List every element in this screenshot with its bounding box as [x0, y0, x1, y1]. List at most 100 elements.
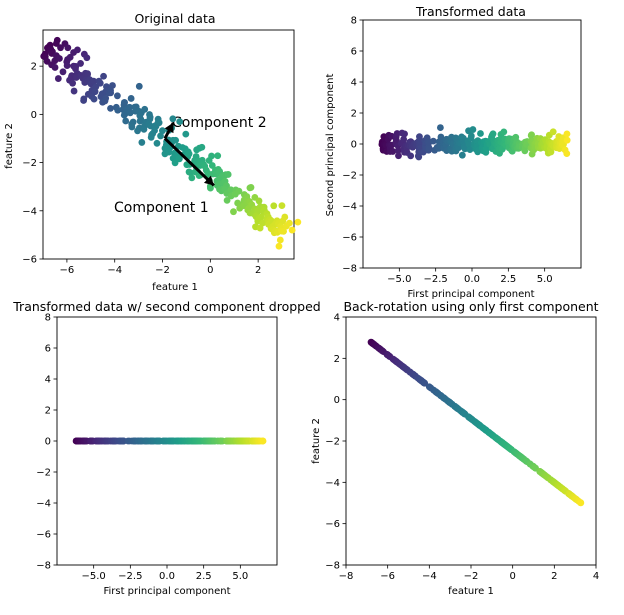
data-point	[230, 208, 237, 216]
panel2-xtick-label: 2.5	[500, 274, 516, 285]
panel2-points	[378, 124, 571, 161]
data-point	[547, 148, 555, 156]
data-point	[140, 125, 148, 133]
panel2-ytick-label: 4	[351, 78, 357, 89]
data-point	[563, 130, 571, 138]
data-point	[90, 77, 98, 85]
panel2-ytick-label: 2	[351, 109, 357, 120]
panel1-ytick-label: 2	[31, 62, 37, 73]
data-point	[169, 115, 177, 123]
panel3-ytick-label: 4	[45, 375, 51, 386]
panel2-ytick-label: −2	[342, 171, 357, 182]
data-point	[51, 64, 59, 71]
panel1-xlabel: feature 1	[152, 282, 198, 293]
panel4-ytick-label: −6	[325, 519, 340, 530]
panel1-annotation-component-1: Component 1	[114, 200, 209, 216]
panel1-points	[40, 36, 302, 250]
panel1-axes: −6 −4 −2 0 2 −6 −4 −2 0 2	[22, 29, 295, 276]
data-point	[255, 197, 263, 205]
data-point	[153, 139, 161, 147]
data-point	[63, 62, 71, 70]
data-point	[247, 184, 255, 191]
panel2-ylabel: Second principal component	[325, 74, 336, 217]
panel2-xtick-label: 5.0	[537, 274, 553, 285]
component-1-arrow	[163, 137, 215, 187]
panel2-ytick-label: 6	[351, 47, 357, 58]
data-point	[56, 55, 63, 62]
component-1-arrowhead	[203, 175, 214, 186]
panel4-xtick-label: 4	[593, 571, 599, 582]
data-point	[563, 136, 571, 144]
data-point	[120, 111, 128, 119]
data-point	[415, 153, 423, 161]
panel3-axes: −5.0 −2.5 0.0 2.5 5.0 −8 −6 −4 −2 0 2 4 6 8	[36, 313, 278, 582]
panel4-xtick-label: −4	[422, 571, 437, 582]
data-point	[64, 44, 72, 52]
data-point	[126, 109, 134, 117]
panel3-xtick-label: 5.0	[232, 571, 248, 582]
data-point	[256, 224, 264, 232]
data-point	[421, 379, 429, 387]
panel3-xlabel: First principal component	[103, 586, 230, 597]
data-point	[126, 103, 133, 111]
data-point	[54, 75, 62, 82]
panel4-axes: −8 −6 −4 −2 0 2 4 −8 −6 −4 −2 0 2 4	[325, 313, 599, 583]
panel2-xtick-label: −2.5	[424, 274, 448, 285]
data-point	[96, 79, 104, 87]
panel2-xtick-label: −5.0	[387, 274, 411, 285]
panel1-ytick-label: −2	[22, 158, 37, 169]
data-point	[69, 79, 77, 87]
data-point	[136, 117, 144, 125]
panel4-xtick-label: −6	[380, 571, 395, 582]
data-point	[107, 89, 115, 97]
panel1-ylabel: feature 2	[4, 123, 15, 169]
data-point	[90, 95, 98, 103]
data-point	[577, 499, 585, 507]
panel1-ytick-label: −6	[22, 255, 37, 266]
data-point	[227, 186, 235, 194]
data-point	[114, 106, 122, 114]
data-point	[91, 88, 99, 96]
panel1-ytick-label: 0	[31, 110, 37, 121]
panel3-ytick-label: −4	[36, 499, 51, 510]
data-point	[394, 147, 402, 154]
panel2-xlabel: First principal component	[407, 289, 534, 300]
panel3-ytick-label: −2	[36, 468, 51, 479]
panel3-title: Transformed data w/ second component dro…	[12, 299, 321, 314]
data-point	[159, 127, 166, 135]
panel2-ytick-label: −4	[342, 202, 357, 213]
data-point	[138, 139, 146, 146]
panel2-title: Transformed data	[415, 4, 526, 19]
data-point	[83, 54, 91, 62]
panel4-xtick-label: 2	[551, 571, 557, 582]
data-point	[279, 217, 287, 225]
data-point	[477, 130, 484, 137]
data-point	[74, 46, 81, 54]
panel4-ytick-label: −8	[325, 561, 340, 572]
data-point	[59, 68, 67, 76]
data-point	[489, 130, 497, 138]
data-point	[469, 126, 477, 133]
data-point	[70, 87, 78, 95]
data-point	[401, 130, 408, 138]
data-point	[436, 124, 444, 131]
data-point	[270, 202, 278, 210]
data-point	[288, 226, 296, 234]
data-point	[500, 128, 508, 136]
data-point	[182, 130, 190, 138]
data-point	[101, 97, 109, 105]
panel4-ytick-label: 2	[334, 354, 340, 365]
data-point	[389, 148, 397, 155]
data-point	[407, 152, 415, 160]
data-point	[127, 95, 135, 102]
data-point	[467, 132, 475, 140]
data-point	[425, 145, 433, 153]
panel4-xtick-label: 0	[509, 571, 515, 582]
data-point	[466, 146, 474, 154]
data-point	[165, 148, 173, 156]
panel3-xtick-label: −2.5	[118, 571, 142, 582]
data-point	[259, 219, 266, 227]
data-point	[141, 105, 149, 113]
data-point	[235, 187, 243, 195]
panel2-axes: −5.0 −2.5 0.0 2.5 5.0 −8 −6 −4 −2 0 2 4 6 8	[342, 16, 582, 285]
